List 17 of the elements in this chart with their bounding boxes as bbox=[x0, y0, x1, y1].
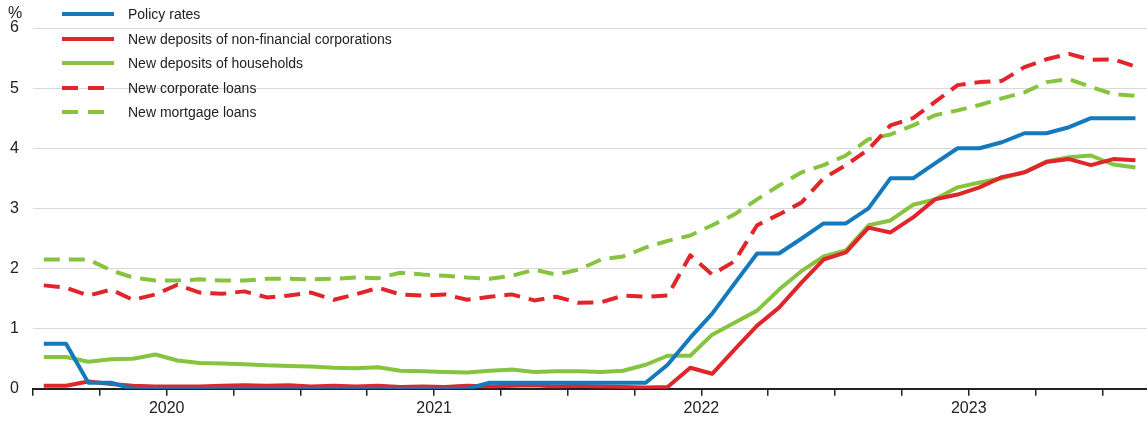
y-tick-label: 0 bbox=[10, 379, 20, 397]
legend-label: Policy rates bbox=[128, 6, 201, 23]
line-series bbox=[41, 77, 1138, 283]
legend-label: New deposits of non-financial corporations bbox=[128, 30, 392, 47]
x-tick-label: 2020 bbox=[148, 398, 185, 416]
y-tick-label: 2 bbox=[10, 258, 20, 276]
y-tick-label: 1 bbox=[10, 319, 20, 337]
x-tick-label: 2021 bbox=[416, 398, 452, 416]
x-tick-label: 2022 bbox=[683, 398, 720, 416]
x-tick-label: 2023 bbox=[950, 398, 987, 416]
y-tick-label: 4 bbox=[10, 138, 20, 156]
legend-label: New mortgage loans bbox=[128, 104, 257, 121]
y-tick-label: 6 bbox=[10, 18, 20, 36]
y-tick-label: 3 bbox=[10, 198, 20, 216]
legend-label: New corporate loans bbox=[128, 79, 257, 96]
y-tick-label: 5 bbox=[10, 78, 20, 96]
legend-label: New deposits of households bbox=[128, 55, 304, 72]
